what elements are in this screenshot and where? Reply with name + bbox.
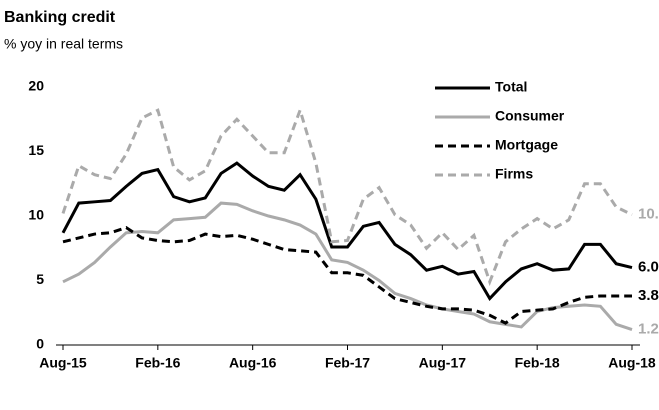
- legend-label: Firms: [495, 166, 533, 182]
- y-tick-label: 15: [28, 142, 44, 158]
- chart-title: Banking credit: [4, 9, 116, 26]
- end-label: 6.0: [638, 259, 659, 276]
- series-line: [62, 225, 632, 325]
- x-tick-label: Feb-17: [325, 355, 370, 371]
- x-tick-label: Aug-16: [229, 355, 277, 371]
- chart-subtitle: % yoy in real terms: [4, 36, 123, 52]
- x-tick-label: Feb-16: [135, 355, 180, 371]
- end-label: 10.1: [638, 206, 659, 223]
- x-tick-label: Aug-17: [419, 355, 467, 371]
- y-tick-label: 5: [36, 271, 44, 287]
- y-tick-label: 20: [28, 78, 44, 94]
- x-tick-label: Feb-18: [515, 355, 560, 371]
- legend-label: Consumer: [495, 108, 565, 124]
- series-line: [61, 161, 633, 302]
- end-label: 1.2: [638, 320, 659, 337]
- y-tick-label: 0: [36, 336, 44, 352]
- end-label: 3.8: [638, 287, 659, 304]
- legend-label: Mortgage: [495, 137, 558, 153]
- series-line: [61, 105, 633, 287]
- x-tick-label: Aug-15: [39, 355, 87, 371]
- legend-label: Total: [495, 79, 527, 95]
- y-tick-label: 10: [28, 207, 44, 223]
- x-tick-label: Aug-18: [608, 355, 656, 371]
